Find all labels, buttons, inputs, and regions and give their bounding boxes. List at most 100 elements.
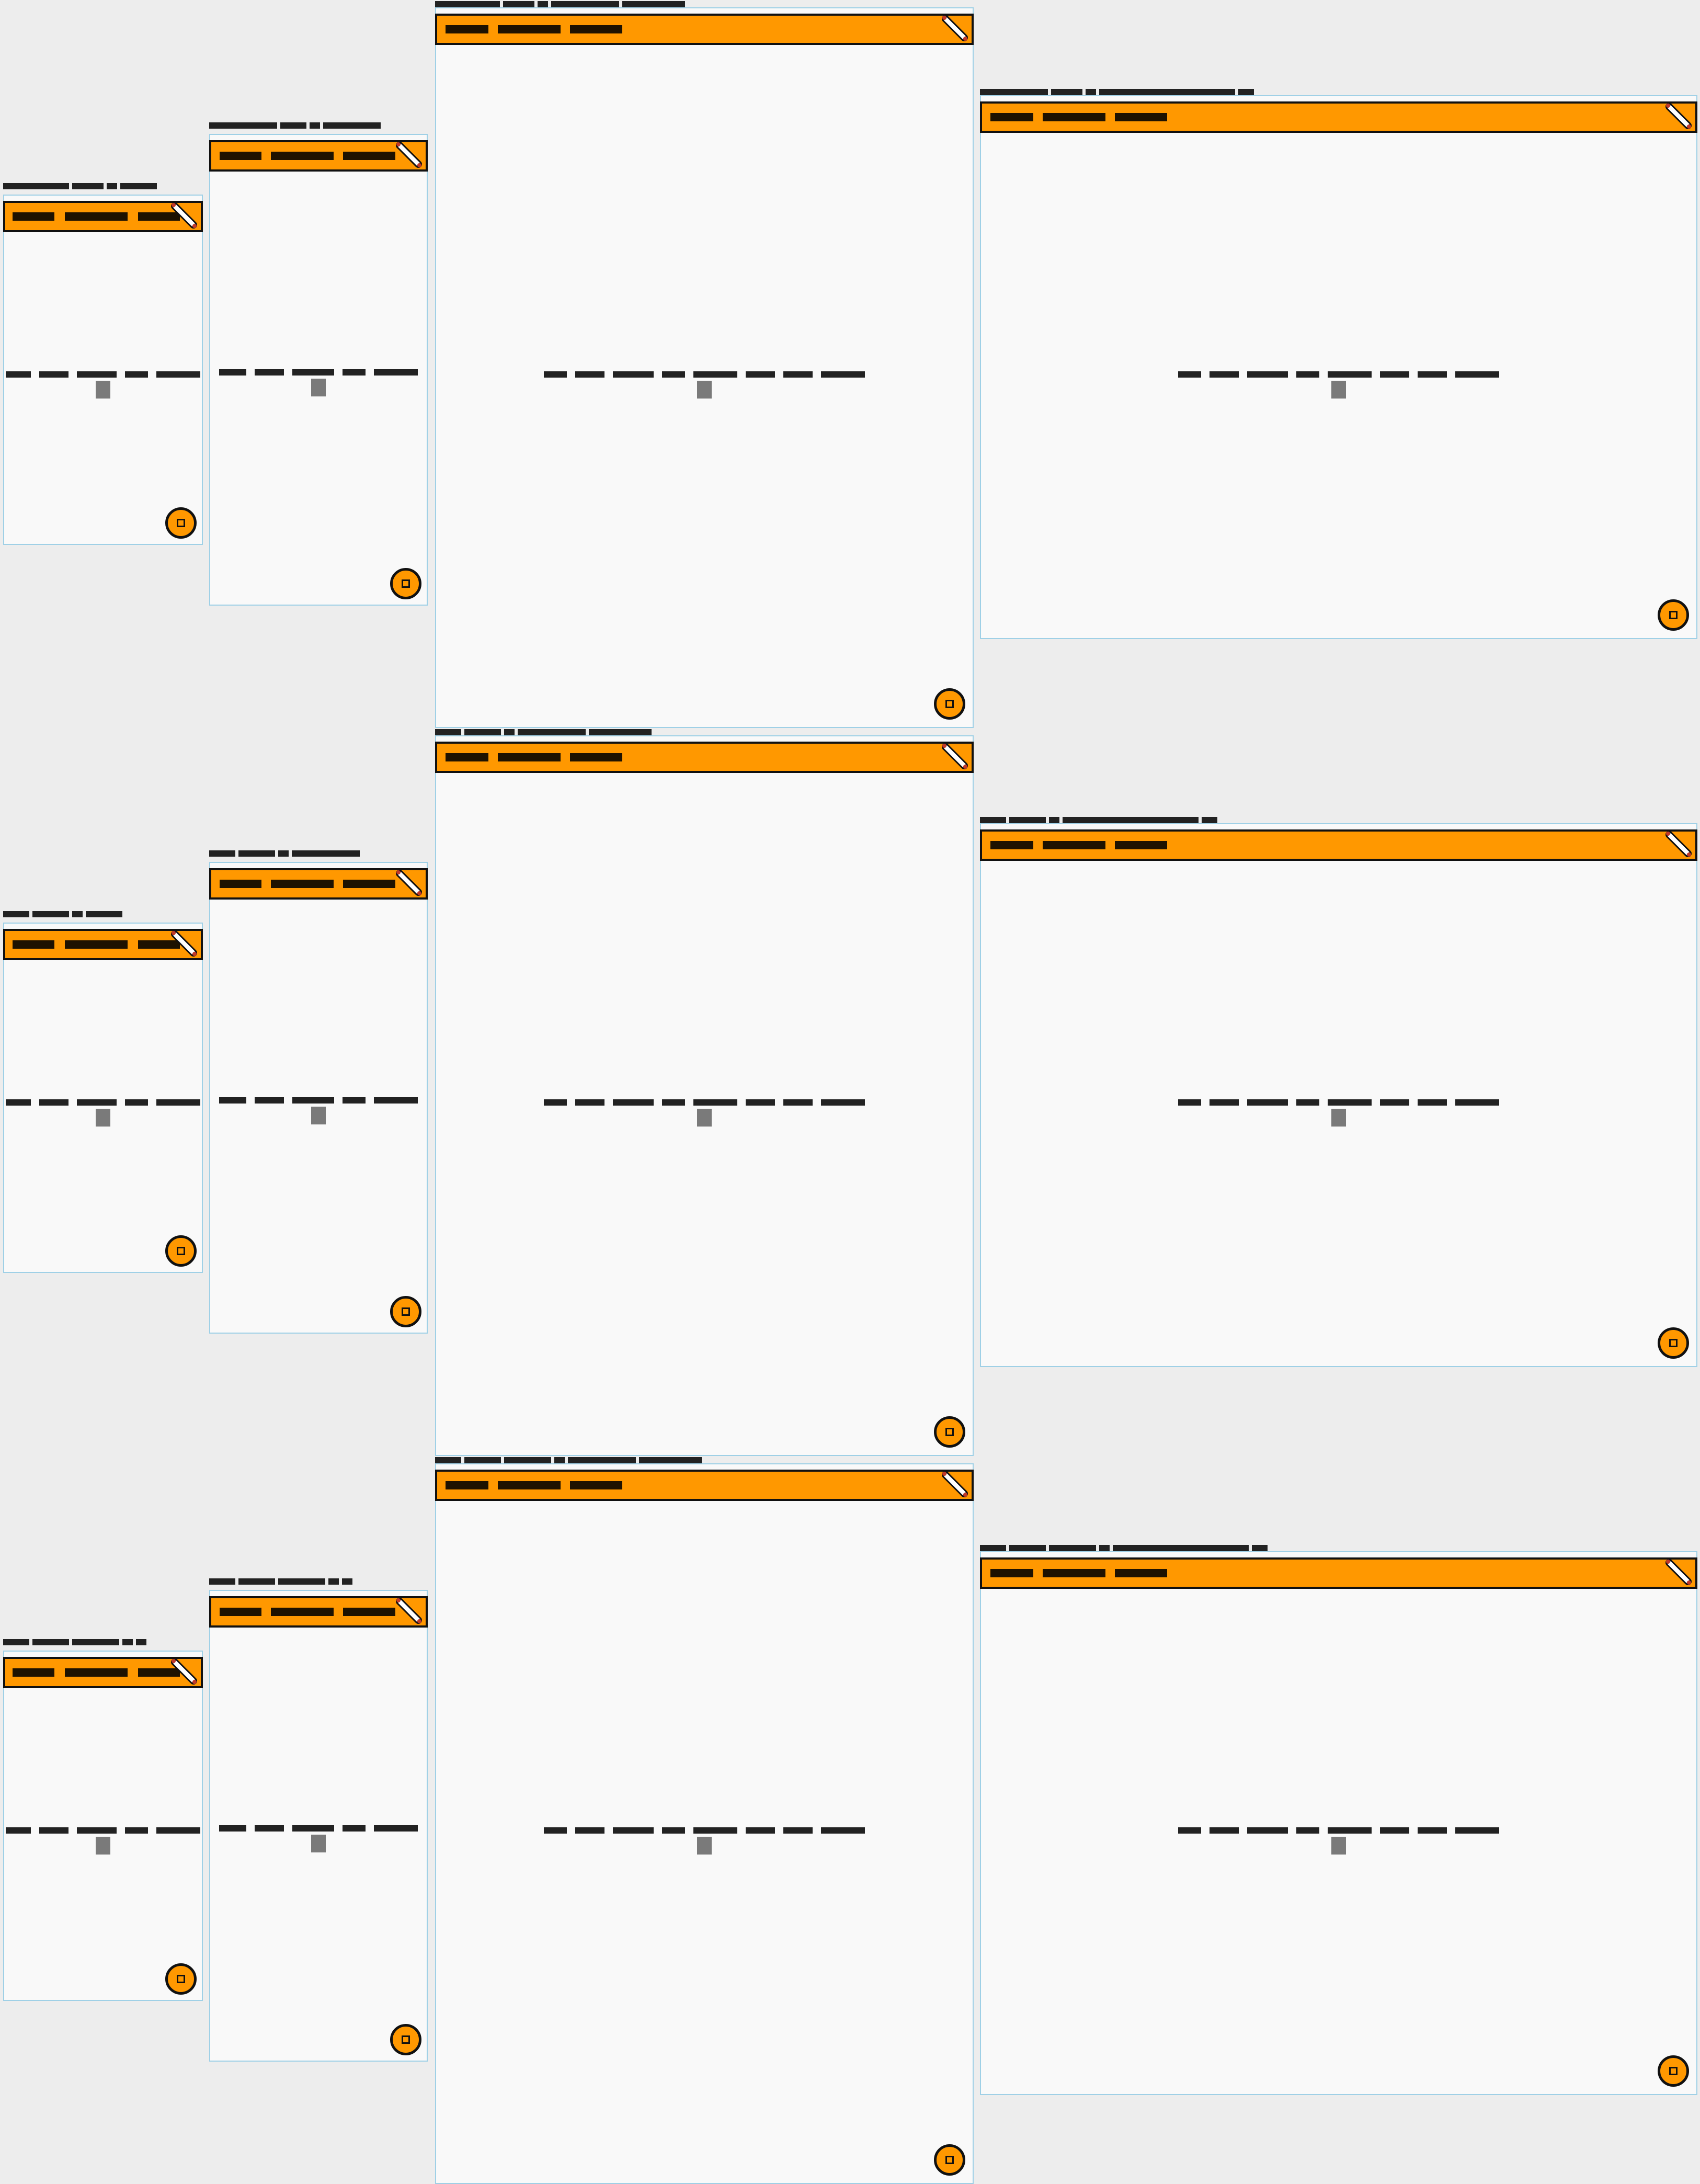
menu-item[interactable] [271, 880, 334, 888]
pencil-icon[interactable] [941, 743, 968, 770]
content-text [544, 371, 865, 399]
menu-item[interactable] [446, 753, 488, 761]
fab-button[interactable] [165, 1963, 197, 1995]
app-window [3, 923, 203, 1273]
app-window [435, 1463, 974, 2184]
fab-button[interactable] [390, 568, 421, 599]
menu-item[interactable] [65, 940, 128, 949]
menu-item[interactable] [65, 1668, 128, 1677]
text-cursor [1331, 1109, 1346, 1127]
menu-item[interactable] [570, 1481, 622, 1489]
fab-button[interactable] [934, 2144, 965, 2176]
stop-square-icon [945, 2156, 954, 2164]
content-text [219, 1097, 418, 1124]
menu-item[interactable] [138, 940, 180, 949]
stop-square-icon [945, 1428, 954, 1436]
fab-button[interactable] [1658, 1327, 1689, 1359]
frame-title [3, 910, 122, 918]
menu-item[interactable] [990, 841, 1033, 849]
text-cursor [311, 1835, 326, 1852]
stop-square-icon [177, 1975, 185, 1983]
content-text [544, 1099, 865, 1127]
menu-item[interactable] [498, 1481, 561, 1489]
app-window [209, 862, 428, 1334]
content-text [219, 369, 418, 396]
pencil-icon[interactable] [170, 930, 198, 957]
menu-item[interactable] [1115, 113, 1167, 121]
text-cursor [1331, 381, 1346, 399]
app-window [209, 134, 428, 606]
app-header [980, 829, 1697, 861]
pencil-icon[interactable] [395, 869, 423, 896]
menu-item[interactable] [13, 940, 54, 949]
text-cursor [311, 379, 326, 396]
menu-item[interactable] [498, 25, 561, 33]
fab-button[interactable] [1658, 2055, 1689, 2087]
menu-item[interactable] [13, 212, 54, 221]
pencil-icon[interactable] [170, 202, 198, 229]
app-window [435, 735, 974, 1456]
pencil-icon[interactable] [941, 1471, 968, 1498]
menu-item[interactable] [343, 1608, 395, 1616]
pencil-icon[interactable] [395, 1597, 423, 1624]
menu-item[interactable] [138, 1668, 180, 1677]
menu-item[interactable] [271, 1608, 334, 1616]
fab-button[interactable] [390, 2024, 421, 2055]
content-text [544, 1827, 865, 1855]
menu-item[interactable] [990, 113, 1033, 121]
app-window [980, 95, 1697, 639]
fab-button[interactable] [934, 688, 965, 720]
text-cursor [96, 1109, 110, 1127]
menu-item[interactable] [1043, 841, 1105, 849]
menu-item[interactable] [570, 25, 622, 33]
frame-phone-small-r3 [3, 1638, 203, 2001]
text-cursor [697, 381, 712, 399]
pencil-icon[interactable] [1665, 831, 1692, 858]
frame-tablet-landscape-r1 [980, 88, 1697, 639]
frame-title [3, 182, 157, 190]
menu-item[interactable] [65, 212, 128, 221]
pencil-icon[interactable] [395, 141, 423, 168]
menu-item[interactable] [271, 152, 334, 160]
menu-item[interactable] [1043, 113, 1105, 121]
pencil-icon[interactable] [941, 15, 968, 42]
stop-square-icon [402, 1307, 410, 1316]
text-cursor [1331, 1837, 1346, 1855]
frame-phone-r2 [209, 849, 428, 1334]
frame-phone-small-r1 [3, 182, 203, 545]
fab-button[interactable] [1658, 599, 1689, 631]
menu-item[interactable] [1115, 841, 1167, 849]
pencil-icon[interactable] [170, 1658, 198, 1685]
content-text [1178, 1827, 1499, 1855]
menu-item[interactable] [570, 753, 622, 761]
frame-tablet-portrait-r2 [435, 728, 974, 1456]
menu-item[interactable] [498, 753, 561, 761]
text-cursor [697, 1109, 712, 1127]
fab-button[interactable] [934, 1416, 965, 1448]
stop-square-icon [945, 700, 954, 708]
menu-item[interactable] [1043, 1569, 1105, 1577]
pencil-icon[interactable] [1665, 103, 1692, 130]
fab-button[interactable] [165, 507, 197, 539]
frame-phone-r3 [209, 1577, 428, 2062]
menu-item[interactable] [220, 880, 261, 888]
content-text [219, 1825, 418, 1852]
menu-item[interactable] [13, 1668, 54, 1677]
pencil-icon[interactable] [1665, 1559, 1692, 1586]
frame-title [980, 816, 1217, 824]
menu-item[interactable] [138, 212, 180, 221]
menu-item[interactable] [343, 880, 395, 888]
stop-square-icon [177, 1247, 185, 1255]
fab-button[interactable] [165, 1235, 197, 1267]
menu-item[interactable] [343, 152, 395, 160]
menu-item[interactable] [220, 152, 261, 160]
menu-item[interactable] [220, 1608, 261, 1616]
frame-title [435, 0, 685, 8]
menu-item[interactable] [1115, 1569, 1167, 1577]
menu-item[interactable] [446, 25, 488, 33]
frame-title [209, 121, 381, 130]
menu-item[interactable] [990, 1569, 1033, 1577]
app-header [980, 101, 1697, 133]
menu-item[interactable] [446, 1481, 488, 1489]
fab-button[interactable] [390, 1296, 421, 1327]
